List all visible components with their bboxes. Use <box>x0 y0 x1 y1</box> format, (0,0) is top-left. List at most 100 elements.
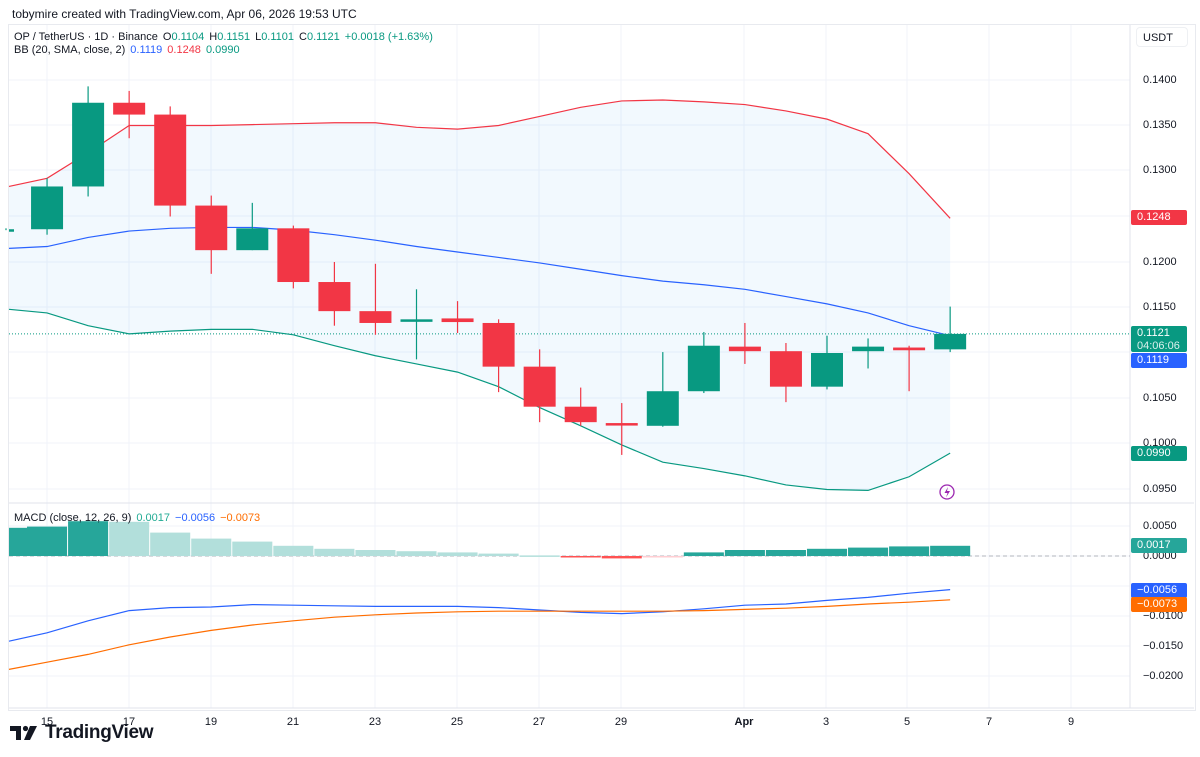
candle[interactable] <box>5 228 14 232</box>
macd-tick: 0.0050 <box>1143 520 1177 532</box>
macd-tick: −0.0150 <box>1143 640 1184 652</box>
histogram-bar <box>806 548 848 556</box>
candle[interactable] <box>277 225 310 289</box>
bb-lower-tag: 0.0990 <box>1131 446 1187 461</box>
time-tick: 19 <box>204 716 218 728</box>
macd-line-value: −0.0056 <box>175 512 216 524</box>
histogram-bar <box>27 526 68 556</box>
price-tick: 0.1350 <box>1143 119 1177 131</box>
macd-line-tag: −0.0056 <box>1131 583 1187 598</box>
macd-hist-tag: 0.0017 <box>1131 538 1187 553</box>
time-tick: 29 <box>614 716 628 728</box>
macd-tick: −0.0200 <box>1143 670 1184 682</box>
time-tick: 27 <box>532 716 546 728</box>
histogram-bar <box>191 538 232 556</box>
histogram-bar <box>560 556 601 558</box>
time-tick: 17 <box>122 716 136 728</box>
time-tick-month: Apr <box>734 716 754 728</box>
candle[interactable] <box>687 332 720 394</box>
candle[interactable] <box>852 338 885 369</box>
candle[interactable] <box>318 262 351 326</box>
candle[interactable] <box>811 335 843 390</box>
histogram-bar <box>273 545 314 556</box>
bb-upper-value: 0.1248 <box>167 44 201 56</box>
time-tick: 5 <box>903 716 911 728</box>
macd-label[interactable]: MACD (close, 12, 26, 9) <box>14 512 132 524</box>
histogram-bar <box>68 521 109 556</box>
symbol-name[interactable]: OP / TetherUS · 1D · Binance <box>14 31 158 43</box>
time-tick: 23 <box>368 716 382 728</box>
price-tick: 0.1200 <box>1143 256 1177 268</box>
histogram-bar <box>478 553 519 556</box>
histogram-bar <box>642 556 683 558</box>
time-tick: 9 <box>1067 716 1075 728</box>
candle[interactable] <box>113 90 146 139</box>
close-value: 0.1121 <box>306 31 340 43</box>
candle[interactable] <box>31 178 64 235</box>
chart-credit: tobymire created with TradingView.com, A… <box>12 7 357 21</box>
histogram-bar <box>683 552 724 556</box>
price-tick: 0.1400 <box>1143 74 1177 86</box>
open-value: 0.1104 <box>171 31 205 43</box>
histogram-bar <box>355 550 396 556</box>
candle[interactable] <box>893 345 926 392</box>
histogram-bar <box>437 552 478 556</box>
low-value: 0.1101 <box>261 31 295 43</box>
time-tick: 21 <box>286 716 300 728</box>
bar-countdown: 04:06:06 <box>1137 340 1180 352</box>
histogram-bar <box>109 521 150 556</box>
histogram-bar <box>889 546 930 556</box>
candle[interactable] <box>564 387 597 426</box>
candle[interactable] <box>195 195 228 274</box>
time-tick: 7 <box>985 716 993 728</box>
candle[interactable] <box>523 349 556 423</box>
price-tick: 0.0950 <box>1143 483 1177 495</box>
macd-histogram <box>9 521 971 559</box>
candles <box>5 86 967 455</box>
price-tick: 0.1300 <box>1143 164 1177 176</box>
change-value: +0.0018 (+1.63%) <box>344 31 433 43</box>
candle[interactable] <box>154 106 187 217</box>
bb-lower-value: 0.0990 <box>205 44 240 56</box>
macd-line <box>8 589 951 642</box>
candle[interactable] <box>482 319 515 393</box>
candle[interactable] <box>646 352 679 427</box>
price-tick: 0.1050 <box>1143 392 1177 404</box>
candle[interactable] <box>441 301 474 333</box>
candle[interactable] <box>72 86 105 197</box>
symbol-legend: OP / TetherUS · 1D · Binance O0.1104 H0.11… <box>14 31 433 43</box>
bb-basis-tag: 0.1119 <box>1131 353 1187 368</box>
macd-tick: −0.0100 <box>1143 610 1184 622</box>
bb-fill <box>9 100 951 491</box>
lightning-icon[interactable] <box>939 484 955 500</box>
macd-hist-value: 0.0017 <box>136 512 171 524</box>
macd-signal-tag: −0.0073 <box>1131 597 1187 612</box>
histogram-bar <box>396 551 437 556</box>
currency-button[interactable]: USDT <box>1136 27 1188 47</box>
bb-legend: BB (20, SMA, close, 2) 0.1119 0.1248 0.0990 <box>14 44 245 56</box>
histogram-bar <box>765 550 806 556</box>
candle[interactable] <box>236 202 269 251</box>
histogram-bar <box>848 547 889 556</box>
grid <box>9 25 1130 708</box>
candle[interactable] <box>934 306 967 353</box>
bb-lower-line <box>8 308 951 492</box>
candle[interactable] <box>728 322 761 364</box>
high-value: 0.1151 <box>217 31 251 43</box>
histogram-bar <box>314 548 355 556</box>
candle[interactable] <box>605 403 638 455</box>
last-price-value: 0.1121 <box>1137 327 1170 339</box>
time-tick: 3 <box>822 716 830 728</box>
macd-legend: MACD (close, 12, 26, 9) 0.0017 −0.0056 −0.0… <box>14 512 265 524</box>
candle[interactable] <box>769 342 802 403</box>
candle[interactable] <box>400 289 433 360</box>
last-price-tag: 0.1121 04:06:06 <box>1131 326 1187 352</box>
histogram-bar <box>601 556 642 559</box>
bb-label[interactable]: BB (20, SMA, close, 2) <box>14 44 126 56</box>
histogram-bar <box>930 545 971 556</box>
tradingview-logo[interactable]: TradingView <box>10 722 154 744</box>
time-tick: 25 <box>450 716 464 728</box>
bb-upper-tag: 0.1248 <box>1131 210 1187 225</box>
candle[interactable] <box>359 263 392 335</box>
